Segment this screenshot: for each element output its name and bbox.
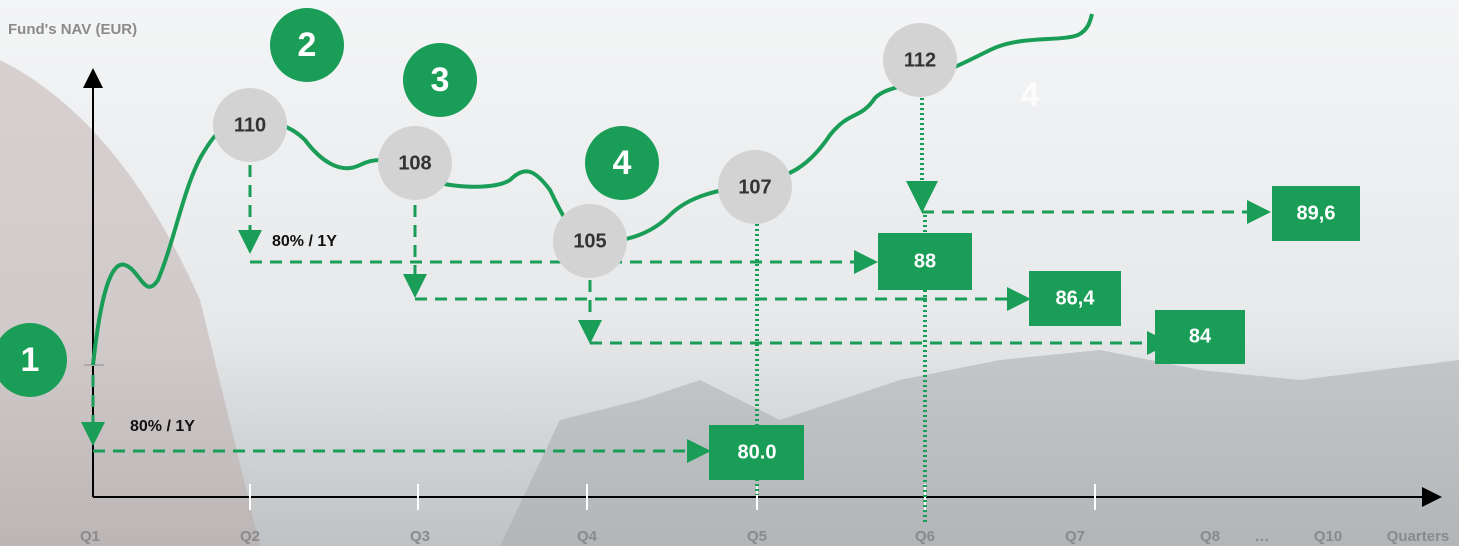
- nav-value: 107: [738, 176, 771, 198]
- step-number: 3: [431, 61, 450, 99]
- floor-value: 84: [1189, 325, 1212, 347]
- x-axis-label: Quarters: [1387, 528, 1450, 545]
- x-label: …: [1255, 528, 1270, 545]
- annotation: 80% / 1Y: [130, 418, 195, 435]
- nav-value: 105: [573, 230, 606, 252]
- x-label: Q7: [1065, 528, 1085, 545]
- floor-value: 86,4: [1056, 287, 1096, 309]
- y-axis-label: Fund's NAV (EUR): [8, 21, 137, 38]
- x-label: Q1: [80, 528, 100, 545]
- x-label: Q4: [577, 528, 598, 545]
- nav-value: 112: [904, 49, 936, 71]
- floor-value: 88: [914, 250, 936, 272]
- step-number: 1: [21, 341, 40, 379]
- x-label: Q2: [240, 528, 260, 545]
- x-label: Q6: [915, 528, 935, 545]
- step-number: 2: [298, 26, 317, 64]
- x-label: Q10: [1314, 528, 1342, 545]
- floor-value: 89,6: [1297, 202, 1336, 224]
- x-label: Q8: [1200, 528, 1220, 545]
- step-number: 4: [613, 144, 632, 182]
- nav-value: 108: [398, 152, 431, 174]
- x-label: Q3: [410, 528, 430, 545]
- nav-value: 110: [234, 114, 266, 136]
- annotation: 80% / 1Y: [272, 233, 337, 250]
- x-label: Q5: [747, 528, 767, 545]
- diagram: Fund's NAV (EUR) Q1 Q2 Q3 Q4 Q5 Q6 Q7 Q8…: [0, 0, 1459, 546]
- floor-value: 80.0: [738, 441, 777, 463]
- step-number: 4: [1021, 76, 1040, 114]
